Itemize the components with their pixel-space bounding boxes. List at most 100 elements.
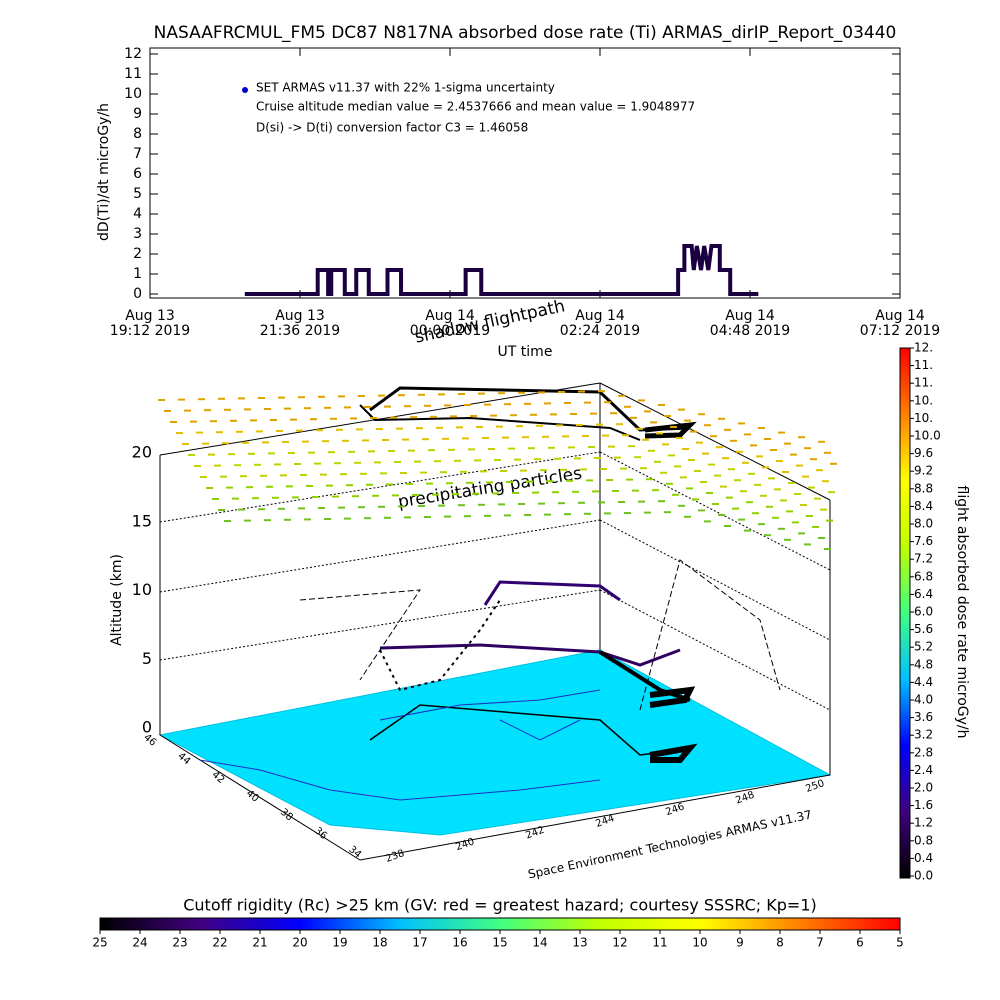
y-tick-label: 6	[133, 166, 142, 182]
colorbar-tick-label: 10.	[914, 411, 933, 425]
colorbar-tick-label: 11	[652, 936, 667, 950]
y-tick-label: 7	[133, 146, 142, 162]
colorbar-tick-label: 8.4	[914, 499, 933, 513]
colorbar-tick-label: 12	[612, 936, 627, 950]
x-tick-label: Aug 14	[725, 308, 775, 324]
colorbar-title: Cutoff rigidity (Rc) >25 km (GV: red = g…	[183, 896, 817, 915]
credit: Space Environment Technologies ARMAS v11…	[527, 808, 813, 882]
y-tick-label: 2	[133, 246, 142, 262]
z-tick-label: 10	[132, 580, 152, 599]
x-tick-label: 242	[524, 825, 546, 842]
colorbar-tick-label: 13	[572, 936, 587, 950]
plot-frame	[149, 47, 901, 299]
y-tick-label: 38	[278, 807, 295, 824]
colorbar-tick-label: 24	[132, 936, 147, 950]
colorbar-tick-label: 12.	[914, 341, 933, 355]
x-axis-label: UT time	[498, 344, 553, 360]
colorbar-tick-label: 6	[856, 936, 864, 950]
colorbar-tick-label: 4.4	[914, 675, 933, 689]
colorbar-tick-label: 7	[816, 936, 824, 950]
y-tick-label: 4	[133, 206, 142, 222]
colorbar-tick-label: 5	[896, 936, 904, 950]
y-axis-label: dD(Ti)/dt microGy/h	[96, 103, 112, 241]
y-tick-label: 10	[124, 86, 142, 102]
colorbar-tick-label: 0.8	[914, 833, 933, 847]
colorbar-tick-label: 6.8	[914, 569, 933, 583]
x-tick-label: 00:00 2019	[410, 323, 490, 339]
colorbar-tick-label: 1.2	[914, 816, 933, 830]
colorbar-tick-label: 3.2	[914, 728, 933, 742]
colorbar	[99, 917, 901, 931]
y-tick-label: 5	[133, 186, 142, 202]
colorbar-tick-label: 10	[692, 936, 707, 950]
x-tick-label: 02:24 2019	[560, 323, 640, 339]
y-tick-label: 0	[133, 286, 142, 302]
z-tick-label: 20	[132, 443, 152, 462]
z-tick-label: 5	[142, 649, 152, 668]
z-axis-label: Altitude (km)	[109, 554, 125, 646]
annotation: Cruise altitude median value = 2.4537666…	[256, 100, 695, 114]
x-tick-label: 248	[734, 790, 756, 807]
colorbar-tick-label: 9.2	[914, 464, 933, 478]
z-tick-label: 0	[142, 718, 152, 737]
colorbar-tick-label: 6.0	[914, 605, 933, 619]
legend-marker	[242, 87, 248, 93]
data-line	[244, 244, 759, 296]
y-tick-label: 11	[124, 66, 142, 82]
colorbar-tick-label: 7.2	[914, 552, 933, 566]
colorbar-tick-label: 4.0	[914, 693, 933, 707]
colorbar-tick-label: 1.6	[914, 798, 933, 812]
colorbar-tick-label: 2.4	[914, 763, 933, 777]
x-tick-label: 04:48 2019	[710, 323, 790, 339]
z-tick-label: 15	[132, 511, 152, 530]
x-tick-label: Aug 14	[575, 308, 625, 324]
colorbar-tick-label: 8	[776, 936, 784, 950]
surface-plot	[158, 382, 832, 861]
colorbar-tick-label: 6.4	[914, 587, 933, 601]
x-tick-label: 240	[454, 836, 476, 853]
flight-path	[299, 386, 781, 763]
colorbar-tick-label: 15	[492, 936, 507, 950]
colorbar-tick-label: 10.0	[914, 429, 941, 443]
x-tick-label: 238	[384, 848, 406, 865]
colorbar	[899, 347, 911, 879]
x-tick-label: 19:12 2019	[110, 323, 190, 339]
colorbar-tick-label: 5.2	[914, 640, 933, 654]
colorbar-tick-label: 3.6	[914, 710, 933, 724]
colorbar-tick-label: 9.6	[914, 446, 933, 460]
colorbar-tick-label: 0.4	[914, 851, 933, 865]
y-tick-label: 3	[133, 226, 142, 242]
colorbar-tick-label: 11.	[914, 376, 933, 390]
colorbar-tick-label: 2.8	[914, 745, 933, 759]
colorbar-tick-label: 8.0	[914, 517, 933, 531]
x-tick-label: 21:36 2019	[260, 323, 340, 339]
y-tick-label: 34	[346, 844, 363, 861]
x-tick-label: 250	[804, 778, 826, 795]
map-surface	[158, 649, 832, 836]
y-tick-label: 40	[244, 788, 261, 805]
colorbar-tick-label: 0.0	[914, 869, 933, 883]
x-tick-label: 07:12 2019	[860, 323, 940, 339]
contours	[199, 689, 601, 801]
colorbar-tick-label: 17	[412, 936, 427, 950]
colorbar-tick-label: 14	[532, 936, 547, 950]
colorbar-tick-label: 2.0	[914, 781, 933, 795]
colorbar-tick-label: 10.	[914, 393, 933, 407]
x-tick-label: Aug 14	[425, 308, 475, 324]
y-tick-label: 9	[133, 106, 142, 122]
colorbar-tick-label: 11.	[914, 358, 933, 372]
y-tick-label: 8	[133, 126, 142, 142]
colorbar-tick-label: 8.8	[914, 481, 933, 495]
annotation: D(si) -> D(ti) conversion factor C3 = 1.…	[256, 121, 528, 135]
colorbar-tick-label: 7.6	[914, 534, 933, 548]
colorbar-tick-label: 18	[372, 936, 387, 950]
y-tick-label: 42	[210, 769, 227, 786]
colorbar-tick-label: 25	[92, 936, 107, 950]
y-tick-label: 12	[124, 46, 142, 62]
colorbar-tick-label: 19	[332, 936, 347, 950]
colorbar-tick-label: 22	[212, 936, 227, 950]
x-tick-label: Aug 13	[125, 308, 175, 324]
x-tick-label: Aug 13	[275, 308, 325, 324]
colorbar-tick-label: 9	[736, 936, 744, 950]
